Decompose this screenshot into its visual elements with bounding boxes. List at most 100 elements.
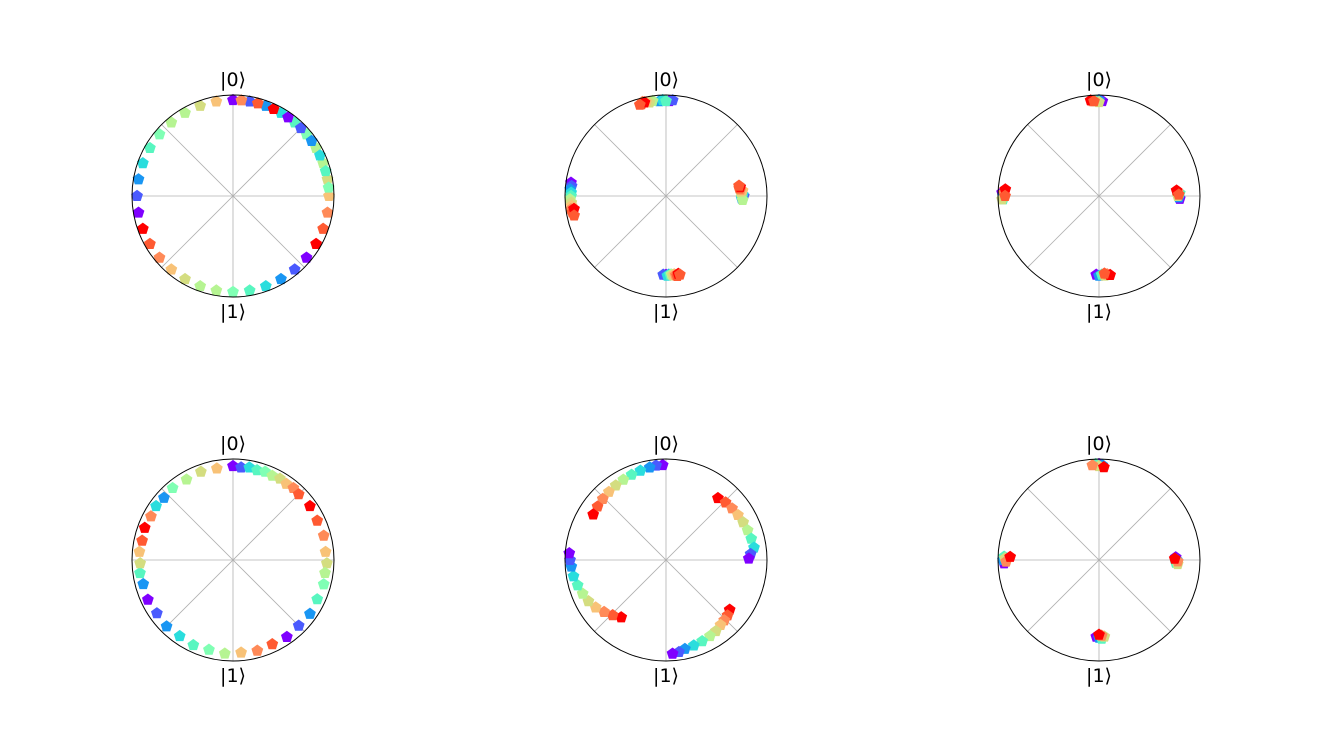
data-point (150, 499, 162, 512)
data-point (136, 534, 149, 546)
data-point (1004, 550, 1017, 562)
label-ket-zero: |0⟩ (653, 69, 679, 91)
data-point (687, 639, 700, 651)
data-point (153, 128, 166, 140)
label-ket-one: |1⟩ (1086, 301, 1112, 323)
label-ket-zero: |0⟩ (1086, 69, 1112, 91)
grid-spoke (1027, 488, 1171, 632)
data-point (218, 647, 231, 659)
data-point (288, 263, 301, 275)
data-point (609, 479, 622, 491)
bloch-plot-3: |0⟩ |1⟩ (996, 69, 1201, 323)
data-point (173, 629, 186, 642)
bloch-plot-6: |0⟩ |1⟩ (997, 433, 1201, 687)
data-point (633, 98, 646, 110)
bloch-plot-2: |0⟩ |1⟩ (564, 69, 768, 323)
data-point (251, 464, 263, 476)
data-point (266, 638, 279, 650)
data-point (158, 491, 170, 503)
data-point (643, 461, 656, 473)
data-point (138, 521, 151, 533)
bloch-plot-1: |0⟩ |1⟩ (131, 69, 335, 323)
label-ket-one: |1⟩ (1086, 665, 1112, 687)
data-point (275, 272, 287, 285)
data-point (134, 566, 146, 579)
label-ket-one: |1⟩ (220, 665, 246, 687)
data-point (165, 116, 178, 128)
data-point (1086, 459, 1099, 471)
data-point (1093, 628, 1105, 640)
label-ket-one: |1⟩ (653, 665, 679, 687)
data-point (136, 156, 149, 169)
data-point (304, 607, 316, 619)
data-point (144, 141, 156, 154)
data-point (235, 646, 247, 658)
data-point (160, 620, 173, 632)
data-point (726, 502, 738, 514)
bloch-circle (997, 94, 1201, 298)
data-point (322, 181, 335, 193)
data-point (311, 593, 324, 605)
data-point (166, 481, 179, 494)
data-point (571, 579, 584, 591)
bloch-circle (131, 458, 335, 662)
data-point (319, 545, 332, 557)
data-point (187, 638, 200, 651)
data-point (305, 134, 318, 146)
data-point (317, 529, 330, 541)
data-point (243, 284, 256, 296)
data-point (227, 93, 239, 106)
data-point (259, 279, 272, 292)
data-point (1098, 267, 1111, 279)
data-point (194, 99, 207, 111)
data-point (673, 268, 686, 280)
bloch-circle (131, 94, 335, 298)
data-point (235, 94, 248, 106)
data-point (137, 577, 150, 590)
grid-spoke (161, 488, 305, 632)
label-ket-zero: |0⟩ (220, 69, 246, 91)
data-point (235, 461, 247, 473)
data-point (251, 97, 264, 109)
data-point (132, 206, 145, 218)
data-point (568, 202, 580, 214)
data-point (227, 459, 239, 472)
data-point (666, 647, 679, 659)
data-point (145, 510, 157, 522)
label-ket-zero: |0⟩ (653, 433, 679, 455)
bloch-circle (564, 94, 768, 298)
data-point (317, 222, 330, 234)
bloch-circle (997, 458, 1201, 662)
label-ket-zero: |0⟩ (220, 433, 246, 455)
grid-spoke (594, 124, 738, 268)
data-point (180, 473, 193, 485)
data-point (292, 619, 305, 631)
data-point (144, 237, 156, 249)
data-point (660, 94, 672, 107)
data-point (194, 465, 207, 477)
data-point (1168, 552, 1181, 564)
data-point (141, 593, 154, 605)
data-point (606, 609, 619, 621)
data-point (319, 566, 331, 578)
data-point (179, 106, 191, 118)
data-point (567, 570, 580, 582)
data-point (267, 102, 280, 115)
data-point (310, 237, 322, 249)
data-point (617, 473, 630, 485)
data-point (194, 279, 207, 292)
data-point (134, 557, 147, 569)
data-point (568, 209, 581, 221)
data-point (1172, 188, 1185, 200)
label-ket-one: |1⟩ (220, 301, 246, 323)
data-point (999, 183, 1012, 195)
data-point (203, 643, 215, 655)
data-point (625, 468, 638, 480)
grid-spoke (1027, 124, 1171, 268)
data-point (321, 206, 334, 218)
data-point (300, 251, 313, 263)
data-point (999, 189, 1011, 202)
grid-spoke (594, 488, 738, 632)
data-point (1097, 461, 1110, 473)
